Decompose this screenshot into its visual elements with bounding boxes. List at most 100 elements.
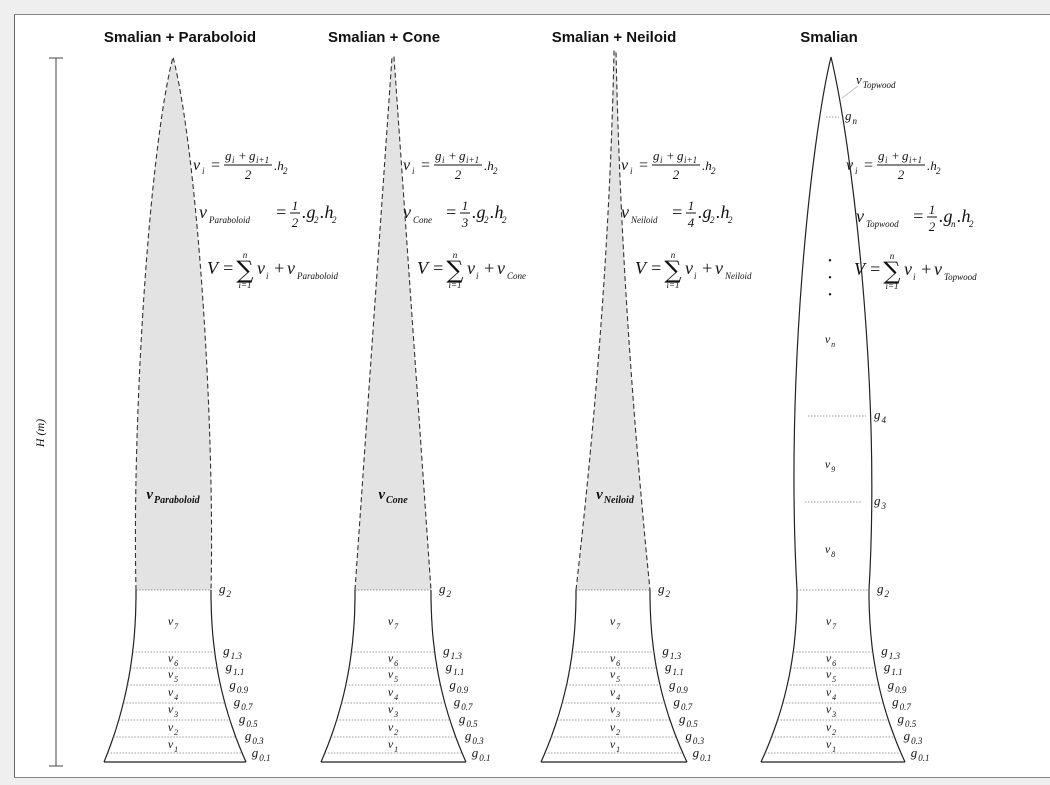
- fm-eq: =: [210, 157, 221, 174]
- v-8-label-base: v: [825, 542, 831, 556]
- fm-two: 2: [245, 167, 252, 182]
- fm2-h-sub: 2: [332, 215, 337, 225]
- g-n-label: gn: [845, 108, 858, 126]
- v-label-sub: 3: [615, 710, 620, 719]
- g-label-sub: 2: [666, 589, 671, 599]
- v-label: v6: [826, 651, 836, 668]
- v-label: v5: [826, 667, 836, 684]
- top-fill-neiloid: [576, 51, 650, 590]
- g-label-sub: 0.1: [259, 753, 270, 763]
- fm3-vn: v: [934, 259, 942, 279]
- g-label-sub: 0.3: [693, 736, 705, 746]
- fm3-v: v: [257, 258, 265, 278]
- g-label-base: g: [223, 643, 230, 658]
- fm3-plus: +: [920, 259, 932, 279]
- v-label: v5: [610, 667, 620, 684]
- fm3-V: V: [635, 258, 648, 278]
- v-9-label: v9: [825, 457, 835, 474]
- fm3-v-sub: i: [266, 271, 269, 281]
- fm2-g: .g: [939, 206, 953, 226]
- g-label-base: g: [245, 728, 252, 743]
- g-label-sub: 0.7: [900, 702, 912, 712]
- fm3-vn: v: [715, 258, 723, 278]
- fm3-v-sub: i: [913, 272, 916, 282]
- fm-eq: =: [863, 157, 874, 174]
- v-9-label-sub: 9: [831, 465, 835, 474]
- fm2-h-sub: 2: [969, 219, 974, 229]
- v-label-base: v: [168, 667, 174, 681]
- g-label-base: g: [881, 643, 888, 658]
- g-label-sub: 1.3: [889, 651, 901, 661]
- v-topwood-label: vTopwood: [856, 72, 896, 90]
- right-edge: [868, 590, 906, 763]
- v-label-sub: 5: [832, 675, 836, 684]
- fm-gi: g: [435, 148, 442, 163]
- fm3-V: V: [854, 259, 867, 279]
- fm3-sum-top: n: [453, 250, 458, 260]
- g-label-base: g: [911, 745, 918, 760]
- fm2-g-sub: 2: [710, 215, 715, 225]
- fm-gi1-sub: i+1: [256, 155, 269, 165]
- stem-neiloid: [540, 50, 688, 763]
- g-4-label-sub: 4: [882, 415, 887, 425]
- fm-gi: g: [653, 148, 660, 163]
- v-n-label-sub: n: [831, 340, 835, 349]
- title-paraboloid: Smalian + Paraboloid: [104, 29, 256, 46]
- fm2-g: .g: [698, 202, 712, 222]
- formulas: v i =g i + g i+12.h 2v Paraboloid = 12.g2 .h2V = ∑ni=…: [193, 148, 977, 291]
- g-label: g1.1: [665, 659, 684, 677]
- g-label-base: g: [897, 711, 904, 726]
- v-label: v6: [388, 651, 398, 668]
- g-label: g0.3: [465, 728, 484, 746]
- fm-vi-sub: i: [412, 166, 415, 176]
- g-label-base: g: [892, 694, 899, 709]
- fm2-h: .h: [490, 202, 504, 222]
- g-3-label: g3: [874, 493, 887, 511]
- g-label-base: g: [459, 711, 466, 726]
- g-label: g0.9: [229, 677, 248, 695]
- g-label: g0.1: [252, 745, 271, 763]
- axis-label: H (m): [33, 419, 47, 448]
- g-label: g1.3: [223, 643, 242, 661]
- g-label: g1.1: [226, 659, 245, 677]
- g-label: g1.1: [446, 659, 465, 677]
- g-label-sub: 0.5: [905, 719, 917, 729]
- top-volume-label-sub: Cone: [386, 495, 408, 506]
- g-3-label-base: g: [874, 493, 881, 508]
- fm-h2-sub: 2: [711, 166, 716, 176]
- g-label: g0.3: [685, 728, 704, 746]
- g-label-base: g: [679, 711, 686, 726]
- title-smalian: Smalian: [800, 29, 858, 46]
- v-label-base: v: [610, 720, 616, 734]
- fm3-name: Topwood: [944, 272, 977, 282]
- fm-gi-sub: i: [442, 155, 445, 165]
- g-label-sub: 0.9: [895, 685, 907, 695]
- formula-block-2: v i =g i + g i+12.h 2v Neiloid = 14.g2 .h2V = ∑ni=1v i…: [621, 148, 752, 290]
- g-label-sub: 2: [447, 589, 452, 599]
- v-label: v4: [168, 685, 178, 702]
- v-label-base: v: [168, 737, 174, 751]
- right-edge: [430, 590, 467, 763]
- v-label: v7: [826, 614, 837, 631]
- fm-gi1: g: [677, 148, 684, 163]
- g-label: g1.3: [881, 643, 900, 661]
- labels-paraboloid: v7v6v5v4v3v2v1g2g1.3g1.1g0.9g0.7g0.5g0.3…: [146, 487, 270, 763]
- v-label-base: v: [388, 651, 394, 665]
- g-label: g0.1: [472, 745, 491, 763]
- g-label-base: g: [439, 581, 446, 596]
- g-label-base: g: [219, 581, 226, 596]
- v-label-base: v: [388, 702, 394, 716]
- fm2-v: v: [856, 206, 864, 226]
- g-label: g0.7: [892, 694, 911, 712]
- v-label: v2: [168, 720, 178, 737]
- v-label-base: v: [168, 614, 174, 628]
- fm-h2: .h: [274, 158, 284, 173]
- v-label-base: v: [826, 720, 832, 734]
- v-label-base: v: [388, 685, 394, 699]
- labels-neiloid: v7v6v5v4v3v2v1g2g1.3g1.1g0.9g0.7g0.5g0.3…: [596, 487, 711, 763]
- v-label-sub: 1: [832, 745, 836, 754]
- g-label-base: g: [693, 745, 700, 760]
- v-label-sub: 6: [394, 659, 398, 668]
